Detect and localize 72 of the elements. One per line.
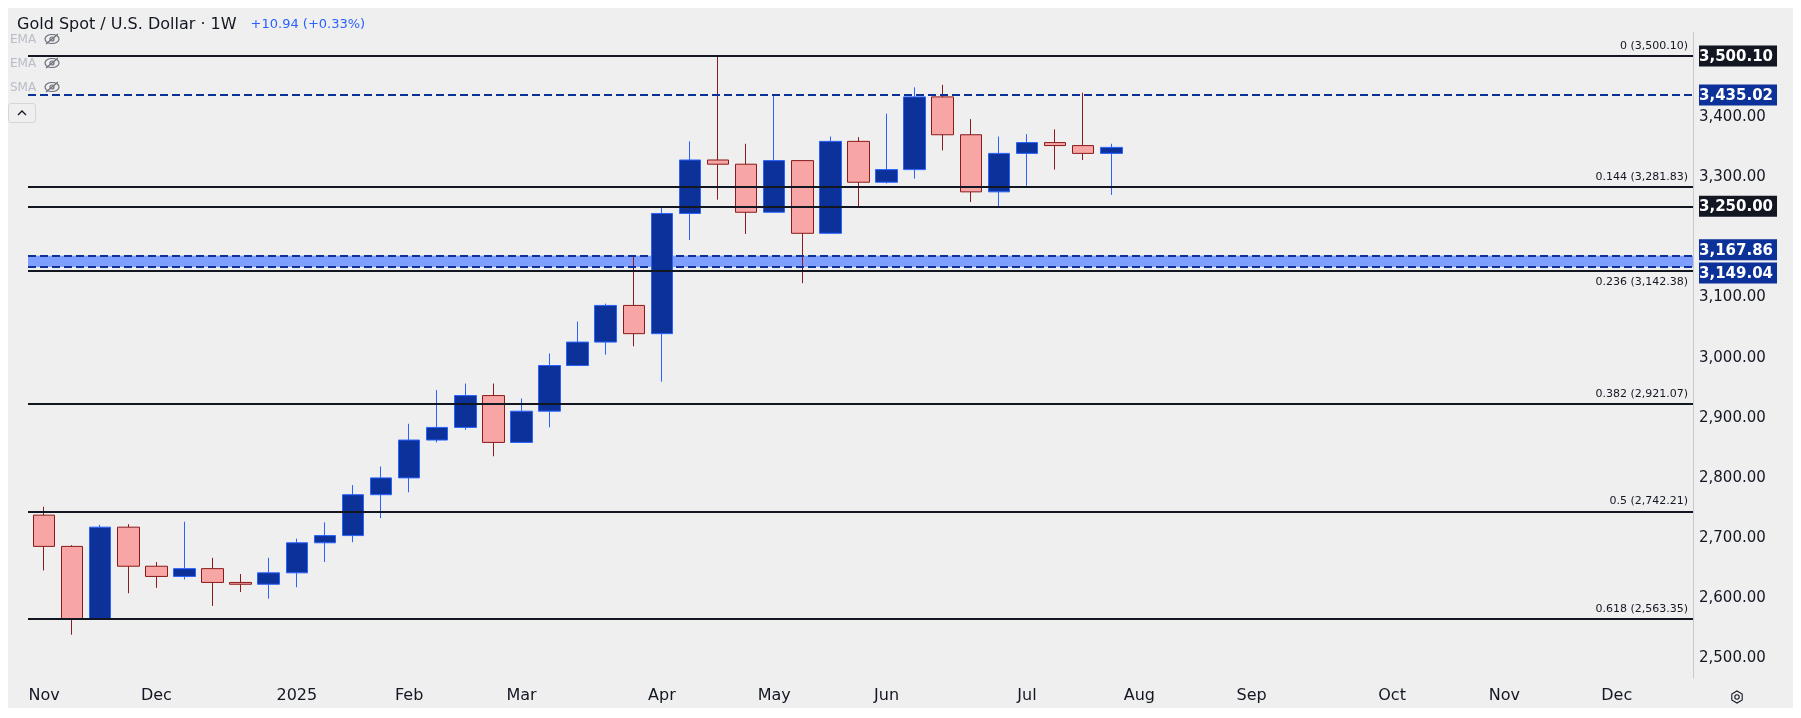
- ref-line-label: 0.236 (3,142.38): [1595, 274, 1688, 288]
- x-tick-label: Jul: [1016, 684, 1037, 704]
- y-tick-label: 2,800.00: [1699, 467, 1766, 486]
- candlestick: [623, 255, 645, 347]
- candlestick: [426, 389, 448, 443]
- candlestick: [398, 423, 420, 493]
- x-tick-label: Jun: [873, 684, 900, 704]
- candlestick: [988, 136, 1010, 207]
- x-tick-label: Nov: [1488, 684, 1521, 704]
- candlestick: [482, 383, 505, 457]
- x-tick-label: Dec: [1601, 684, 1633, 704]
- y-tick-label: 2,700.00: [1699, 527, 1766, 546]
- ref-line-label: 0.144 (3,281.83): [1595, 170, 1688, 184]
- candlestick: [1100, 143, 1123, 196]
- candlestick: [370, 465, 392, 519]
- candlestick: [819, 136, 842, 235]
- x-tick-label: Mar: [506, 684, 537, 704]
- x-tick-label: Apr: [648, 684, 677, 704]
- y-tick-label: 2,600.00: [1699, 587, 1766, 606]
- candlestick: [61, 544, 83, 636]
- x-tick-label: Oct: [1378, 684, 1406, 704]
- candlestick: [117, 523, 140, 594]
- candlestick: [314, 521, 336, 563]
- candlestick: [1072, 92, 1094, 161]
- y-tick-label: 3,500.10: [1699, 46, 1774, 65]
- candlestick: [510, 398, 533, 443]
- y-tick-label: 3,250.00: [1699, 197, 1774, 216]
- candlestick: [286, 538, 308, 588]
- y-tick-label: 3,300.00: [1699, 167, 1766, 186]
- x-tick-label: Feb: [394, 684, 424, 704]
- candlestick: [454, 383, 477, 431]
- candlestick: [145, 561, 168, 589]
- y-tick-label: 2,900.00: [1699, 407, 1766, 426]
- candlestick: [1044, 128, 1066, 171]
- candlestick: [594, 303, 617, 356]
- chart-title: Gold Spot / U.S. Dollar · 1W: [17, 13, 237, 33]
- candlestick: [229, 573, 252, 593]
- candlestick: [931, 84, 954, 151]
- candlestick: [33, 506, 55, 571]
- ref-line-label: 0.5 (2,742.21): [1609, 494, 1688, 508]
- ref-line-label: 0.382 (2,921.07): [1595, 386, 1688, 400]
- candlestick: [566, 321, 589, 367]
- candlestick: [201, 557, 224, 607]
- ref-line-label: 0.618 (2,563.35): [1595, 601, 1688, 615]
- candlestick: [735, 143, 757, 235]
- y-tick-label: 2,500.00: [1699, 647, 1766, 666]
- candlestick: [707, 55, 729, 201]
- candlestick: [847, 136, 870, 208]
- candlestick: [89, 524, 111, 620]
- candlestick: [257, 557, 280, 600]
- y-tick-label: 3,435.02: [1699, 86, 1774, 105]
- candlestick: [538, 353, 561, 428]
- x-tick-label: May: [757, 684, 791, 704]
- x-tick-label: Nov: [28, 684, 60, 704]
- candlestick: [960, 118, 982, 203]
- x-tick-label: Sep: [1236, 684, 1267, 704]
- x-tick-label: 2025: [276, 684, 318, 704]
- ref-line-label: 0 (3,500.10): [1619, 38, 1688, 52]
- y-tick-label: 3,167.86: [1699, 240, 1774, 259]
- candlestick: [679, 140, 701, 241]
- x-tick-label: Dec: [140, 684, 172, 704]
- y-tick-label: 3,000.00: [1699, 347, 1766, 366]
- candlestick: [173, 521, 196, 580]
- y-tick-label: 3,100.00: [1699, 287, 1766, 306]
- chart-subtitle: +10.94 (+0.33%): [250, 16, 366, 31]
- candlestick: [342, 484, 364, 543]
- candlestick: [1016, 133, 1038, 187]
- candlestick: [875, 113, 898, 184]
- y-tick-label: 3,149.04: [1699, 263, 1774, 282]
- candlestick: [791, 160, 814, 284]
- y-tick-label: 3,400.00: [1699, 107, 1766, 126]
- x-tick-label: Aug: [1123, 684, 1155, 704]
